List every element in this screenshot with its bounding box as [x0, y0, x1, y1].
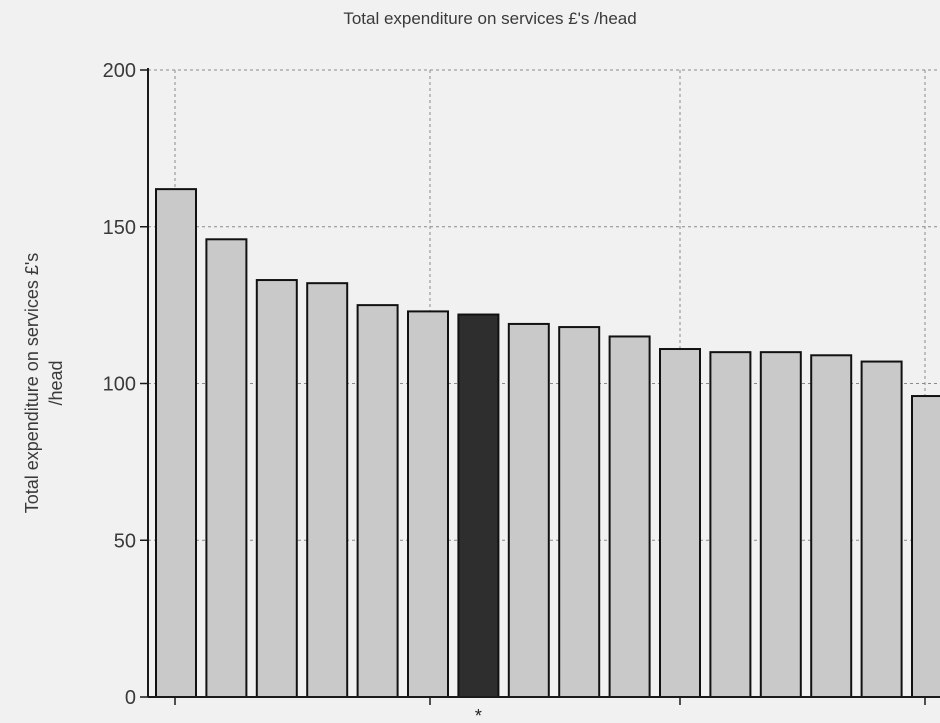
chart-title: Total expenditure on services £'s /head: [343, 9, 636, 28]
y-axis-label: Total expenditure on services £'s/head: [22, 253, 66, 514]
highlight-marker: *: [475, 706, 482, 723]
y-tick-label: 100: [103, 374, 136, 396]
highlight-marker-group: *: [475, 706, 482, 723]
bar: [155, 188, 197, 698]
bar: [911, 395, 940, 698]
y-tick-label: 200: [103, 60, 136, 82]
bar: [860, 360, 903, 698]
bar: [659, 348, 701, 698]
bar: [407, 310, 449, 698]
y-tick-label: 0: [125, 687, 136, 709]
y-tick-label: 150: [103, 217, 136, 239]
y-axis-ticks: 0 50 100 150 200: [103, 60, 148, 709]
axes: [147, 68, 940, 705]
bar: [507, 322, 550, 698]
bar: [709, 351, 752, 698]
bar: [810, 354, 853, 698]
bar-highlighted: [457, 313, 500, 698]
bar: [356, 304, 399, 698]
bar: [255, 279, 298, 698]
y-axis-label-line: /head: [46, 360, 66, 405]
bar: [759, 351, 802, 698]
bar: [205, 238, 248, 698]
y-tick-label: 50: [114, 530, 136, 552]
bar: [558, 326, 601, 698]
y-axis-label-line: Total expenditure on services £'s: [22, 253, 42, 514]
bar: [608, 335, 651, 698]
bar: [306, 282, 349, 698]
